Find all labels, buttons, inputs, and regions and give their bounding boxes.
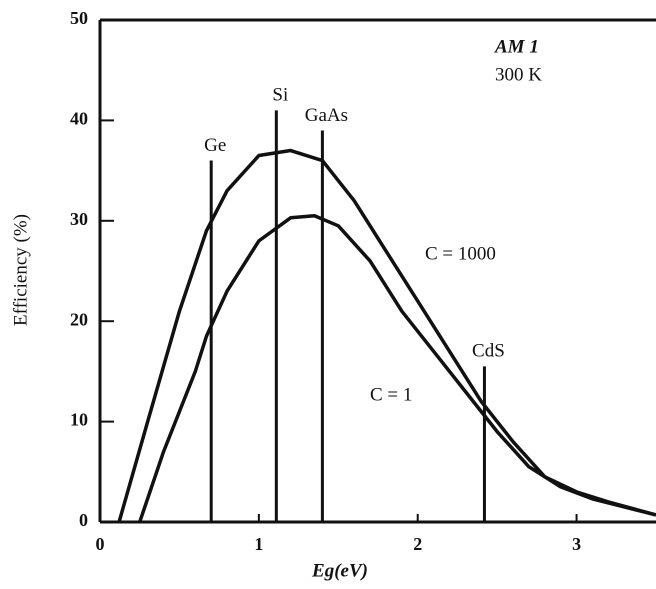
y-tick-label: 50 <box>70 8 88 28</box>
series-label: C = 1 <box>370 384 412 405</box>
y-axis-label: Efficiency (%) <box>10 214 31 326</box>
material-label: CdS <box>472 341 505 362</box>
x-tick-label: 2 <box>413 534 422 554</box>
y-tick-label: 30 <box>70 209 88 229</box>
material-label: Si <box>272 85 288 106</box>
material-label: GaAs <box>305 105 348 126</box>
y-tick-label: 20 <box>70 309 88 329</box>
y-tick-label: 10 <box>70 410 88 430</box>
annotation: AM 1 <box>494 36 539 57</box>
series-label: C = 1000 <box>425 243 496 264</box>
material-label: Ge <box>204 135 226 156</box>
y-tick-label: 40 <box>70 109 88 129</box>
x-tick-label: 3 <box>572 534 581 554</box>
x-tick-label: 0 <box>96 534 105 554</box>
series-line <box>138 214 656 523</box>
x-axis-label: Eg(eV) <box>311 560 368 581</box>
series-line <box>117 148 656 523</box>
y-tick-label: 0 <box>79 510 88 530</box>
x-tick-label: 1 <box>254 534 263 554</box>
annotation: 300 K <box>495 64 542 85</box>
